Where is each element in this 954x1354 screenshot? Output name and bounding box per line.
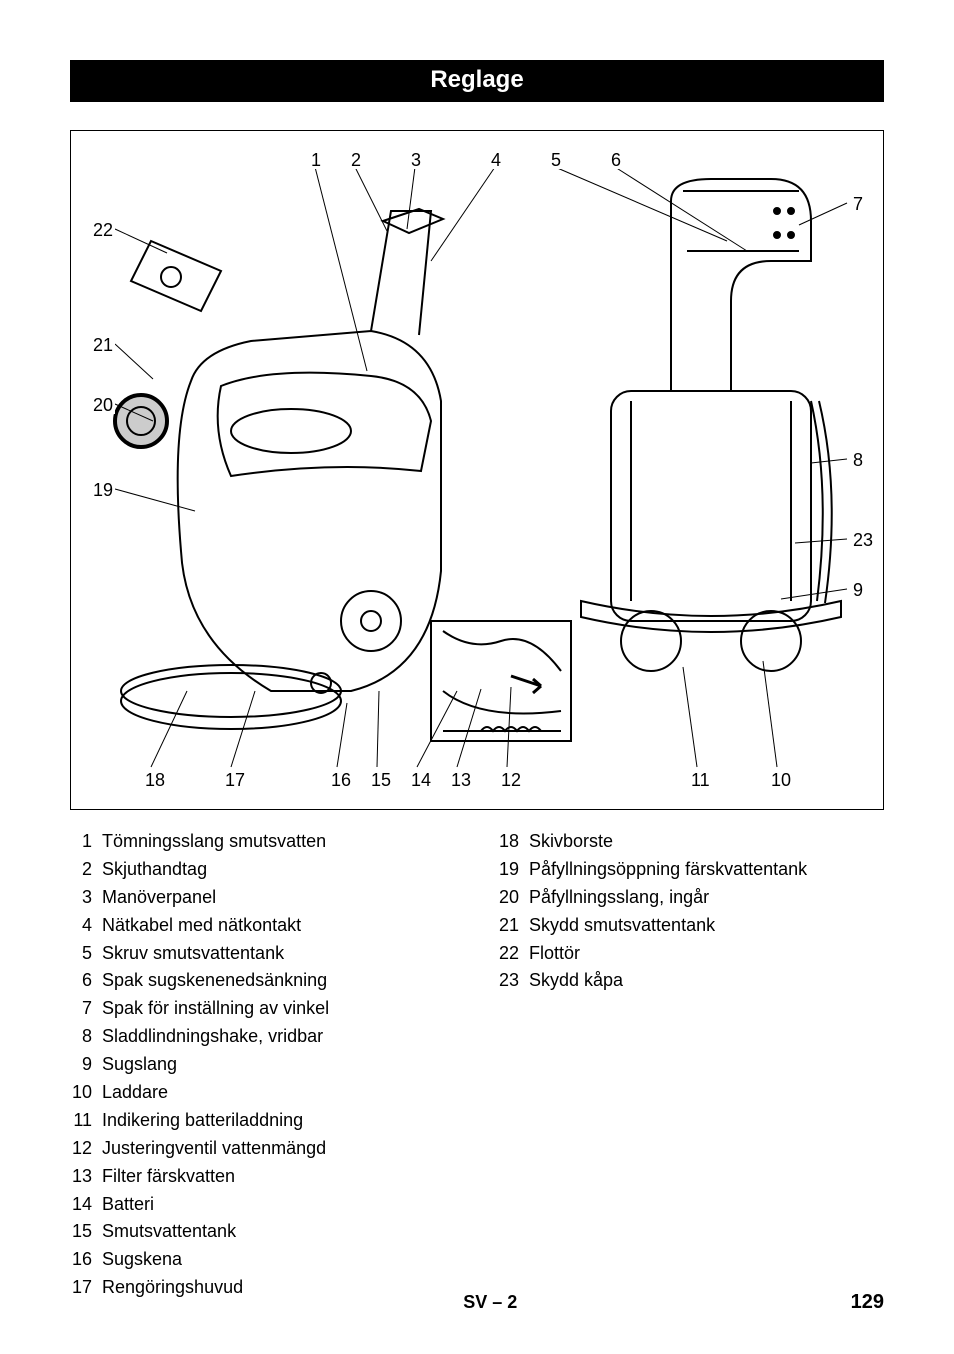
diagram-callout: 20	[91, 396, 115, 414]
diagram-callout: 1	[309, 151, 323, 169]
legend-item-number: 13	[70, 1163, 92, 1191]
diagram-callout: 11	[689, 771, 712, 789]
legend-item-number: 3	[70, 884, 92, 912]
legend-item-number: 4	[70, 912, 92, 940]
legend-item-number: 11	[70, 1107, 92, 1135]
legend-item-label: Tömningsslang smutsvatten	[102, 828, 326, 856]
legend-item-number: 15	[70, 1218, 92, 1246]
diagram-callout: 23	[851, 531, 875, 549]
legend-item-label: Skydd kåpa	[529, 967, 623, 995]
diagram-callout: 18	[143, 771, 167, 789]
page-number: 129	[851, 1291, 884, 1314]
diagram-svg	[71, 131, 883, 809]
legend-item: 12 Justeringventil vattenmängd	[70, 1135, 457, 1163]
legend-item-label: Skydd smutsvattentank	[529, 912, 715, 940]
legend-item: 16 Sugskena	[70, 1246, 457, 1274]
diagram-callout: 14	[409, 771, 433, 789]
diagram-callout: 13	[449, 771, 473, 789]
legend-item-label: Laddare	[102, 1079, 168, 1107]
legend-item: 21 Skydd smutsvattentank	[497, 912, 884, 940]
legend-item-number: 5	[70, 940, 92, 968]
legend-item: 5 Skruv smutsvattentank	[70, 940, 457, 968]
legend-item-number: 1	[70, 828, 92, 856]
legend-item-label: Justeringventil vattenmängd	[102, 1135, 326, 1163]
legend-item-label: Flottör	[529, 940, 580, 968]
manual-page: Reglage	[0, 0, 954, 1354]
diagram-callout: 8	[851, 451, 865, 469]
page-footer: SV – 2 129	[70, 1291, 884, 1314]
legend-item-number: 10	[70, 1079, 92, 1107]
legend-column-1: 1Tömningsslang smutsvatten2Skjuthandtag3…	[70, 828, 457, 1302]
legend-item-number: 21	[497, 912, 519, 940]
legend-item-number: 14	[70, 1191, 92, 1219]
legend-item: 1 Tömningsslang smutsvatten	[70, 828, 457, 856]
legend-item: 14 Batteri	[70, 1191, 457, 1219]
legend-item-number: 20	[497, 884, 519, 912]
legend-item: 19 Påfyllningsöppning färskvattentank	[497, 856, 884, 884]
legend-item-label: Batteri	[102, 1191, 154, 1219]
legend-item: 9 Sugslang	[70, 1051, 457, 1079]
footer-section-label: SV – 2	[130, 1292, 851, 1313]
diagram-callout: 2	[349, 151, 363, 169]
legend-item-label: Nätkabel med nätkontakt	[102, 912, 301, 940]
legend-item-label: Sugslang	[102, 1051, 177, 1079]
legend-item-label: Skruv smutsvattentank	[102, 940, 284, 968]
legend-item-number: 7	[70, 995, 92, 1023]
legend-item: 13 Filter färskvatten	[70, 1163, 457, 1191]
legend-item: 6 Spak sugskenenedsänkning	[70, 967, 457, 995]
diagram-callout: 3	[409, 151, 423, 169]
legend-item: 8 Sladdlindningshake, vridbar	[70, 1023, 457, 1051]
legend-item-number: 23	[497, 967, 519, 995]
legend-item-number: 22	[497, 940, 519, 968]
legend-item-number: 18	[497, 828, 519, 856]
diagram-callout: 12	[499, 771, 523, 789]
legend-item-label: Skjuthandtag	[102, 856, 207, 884]
legend-item-label: Skivborste	[529, 828, 613, 856]
legend-item-label: Påfyllningsöppning färskvattentank	[529, 856, 807, 884]
diagram-callout: 6	[609, 151, 623, 169]
legend-item: 15 Smutsvattentank	[70, 1218, 457, 1246]
legend-item-label: Filter färskvatten	[102, 1163, 235, 1191]
legend-item-label: Manöverpanel	[102, 884, 216, 912]
legend-item-number: 2	[70, 856, 92, 884]
section-header: Reglage	[70, 60, 884, 102]
parts-diagram: 1234562221201978239181716151413121110	[70, 130, 884, 810]
legend-item: 18 Skivborste	[497, 828, 884, 856]
legend-item-number: 19	[497, 856, 519, 884]
legend-item-number: 8	[70, 1023, 92, 1051]
legend-item: 4 Nätkabel med nätkontakt	[70, 912, 457, 940]
diagram-callout: 10	[769, 771, 793, 789]
legend-item: 11 Indikering batteriladdning	[70, 1107, 457, 1135]
diagram-callout: 17	[223, 771, 247, 789]
legend-item-label: Smutsvattentank	[102, 1218, 236, 1246]
diagram-callout: 22	[91, 221, 115, 239]
diagram-callout: 7	[851, 195, 865, 213]
diagram-callout: 16	[329, 771, 353, 789]
legend-item: 3 Manöverpanel	[70, 884, 457, 912]
legend-item: 22 Flottör	[497, 940, 884, 968]
legend-item-label: Spak sugskenenedsänkning	[102, 967, 327, 995]
legend-item: 10 Laddare	[70, 1079, 457, 1107]
diagram-callout: 9	[851, 581, 865, 599]
legend-item-number: 9	[70, 1051, 92, 1079]
legend-item-label: Påfyllningsslang, ingår	[529, 884, 709, 912]
legend-item: 7 Spak för inställning av vinkel	[70, 995, 457, 1023]
legend-item: 23 Skydd kåpa	[497, 967, 884, 995]
legend-item-label: Sugskena	[102, 1246, 182, 1274]
legend-item: 2 Skjuthandtag	[70, 856, 457, 884]
legend-item-number: 12	[70, 1135, 92, 1163]
diagram-callout: 21	[91, 336, 115, 354]
legend-item-number: 6	[70, 967, 92, 995]
legend-item: 20 Påfyllningsslang, ingår	[497, 884, 884, 912]
legend-item-number: 16	[70, 1246, 92, 1274]
legend-item-label: Spak för inställning av vinkel	[102, 995, 329, 1023]
legend-item-label: Indikering batteriladdning	[102, 1107, 303, 1135]
diagram-callout: 4	[489, 151, 503, 169]
diagram-callout: 15	[369, 771, 393, 789]
legend-item-label: Sladdlindningshake, vridbar	[102, 1023, 323, 1051]
diagram-callout: 19	[91, 481, 115, 499]
legend-column-2: 18 Skivborste 19 Påfyllningsöppning färskva…	[497, 828, 884, 1302]
diagram-callout: 5	[549, 151, 563, 169]
legend: 1Tömningsslang smutsvatten2Skjuthandtag3…	[70, 828, 884, 1302]
